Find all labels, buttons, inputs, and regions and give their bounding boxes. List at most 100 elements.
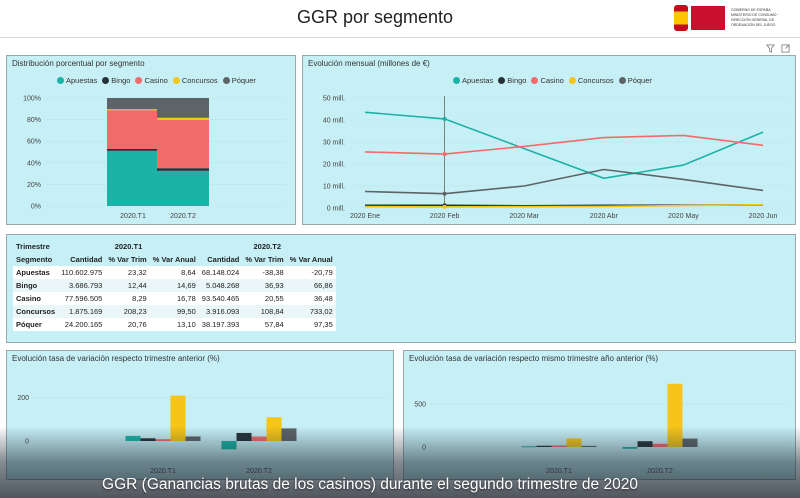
- x-tick-label: 2020 Abr: [590, 213, 619, 220]
- table-cell: 36,48: [313, 294, 333, 303]
- column-header[interactable]: % Var Trim: [245, 255, 284, 264]
- y-tick-label: 0%: [31, 204, 41, 211]
- bar-segment: [157, 168, 209, 171]
- legend-dot-icon: [57, 77, 64, 84]
- row-header: Bingo: [16, 281, 38, 290]
- legend-dot-icon: [172, 77, 180, 84]
- table-cell: 99,50: [177, 307, 196, 316]
- column-header[interactable]: % Var Anual: [152, 255, 196, 264]
- column-header[interactable]: % Var Trim: [108, 255, 147, 264]
- segment-table: Trimestre 2020.T1 2020.T2 Segmento Canti…: [13, 240, 336, 331]
- bar-segment: [157, 170, 209, 206]
- legend-item[interactable]: Casino: [531, 76, 564, 85]
- table-cell: 68.148.024: [201, 268, 240, 277]
- y-tick-label: 200: [17, 395, 29, 402]
- bar-segment: [107, 109, 159, 111]
- table-cell: 110.602.975: [61, 268, 103, 277]
- row-header: Apuestas: [16, 268, 50, 277]
- table-cell: 20,55: [264, 294, 284, 303]
- logo-red-box: [691, 6, 725, 30]
- legend-item[interactable]: Apuestas: [453, 76, 493, 85]
- table-cell: 97,35: [313, 320, 333, 329]
- y-tick-label: 0 mill.: [327, 206, 345, 213]
- table-cell: 8,64: [181, 268, 196, 277]
- column-header[interactable]: Cantidad: [70, 255, 103, 264]
- table-cell: 36,93: [264, 281, 284, 290]
- table-cell: 208,23: [123, 307, 147, 316]
- table-cell: 38.197.393: [201, 320, 240, 329]
- legend-dot-icon: [102, 77, 110, 84]
- segment-header: Segmento: [16, 255, 53, 264]
- legend-dot-icon: [135, 77, 143, 84]
- legend-item[interactable]: Concursos: [172, 76, 218, 85]
- panel-title: Evolución tasa de variación respecto tri…: [12, 354, 220, 363]
- table-cell: 3.686.793: [68, 281, 103, 290]
- legend-item[interactable]: Bingo: [498, 76, 526, 85]
- table-cell: 20,76: [127, 320, 147, 329]
- x-tick-label: 2020 Feb: [430, 213, 460, 220]
- legend-label: Concursos: [577, 76, 614, 85]
- y-tick-label: 100%: [23, 96, 41, 103]
- coat-of-arms-icon: [674, 5, 688, 31]
- table-cell: -38,38: [262, 268, 284, 277]
- video-caption: GGR (Ganancias brutas de los casinos) du…: [102, 476, 638, 493]
- legend-label: Bingo: [111, 76, 131, 85]
- visual-toolbar: [766, 44, 790, 56]
- x-tick-label: 2020.T1: [120, 213, 146, 220]
- table-cell: 57,84: [264, 320, 284, 329]
- legend-item[interactable]: Apuestas: [57, 76, 97, 85]
- stacked-bar-chart: 0% 20% 40% 60% 80% 100% 2020.T1 2020.T2: [23, 96, 287, 220]
- bar-segment: [157, 119, 209, 169]
- y-tick-label: 40%: [27, 160, 41, 167]
- series-line: [364, 203, 764, 208]
- hover-point: [442, 152, 447, 157]
- table-cell: 23,32: [127, 268, 147, 277]
- table-row[interactable]: Casino 77.596.505 8,29 16,78 93.540.465 20,55…: [13, 292, 336, 305]
- monthly-evolution-panel: Evolución mensual (millones de €) Apuest…: [302, 55, 796, 225]
- series-line: [364, 168, 764, 195]
- table-row[interactable]: Póquer 24.200.165 20,76 13,10 38.197.393 57,8…: [13, 318, 336, 331]
- table-cell: 14,69: [177, 281, 196, 290]
- period-header: 2020.T1: [114, 242, 143, 251]
- hover-point: [442, 116, 447, 121]
- bar-segment: [157, 98, 209, 118]
- legend-dot-icon: [568, 77, 576, 84]
- table-cell: 8,29: [132, 294, 147, 303]
- video-caption-overlay: [0, 426, 800, 498]
- legend-item[interactable]: Póquer: [618, 76, 652, 85]
- legend-item[interactable]: Póquer: [222, 76, 256, 85]
- y-tick-label: 10 mill.: [323, 184, 345, 191]
- legend-label: Casino: [540, 76, 564, 85]
- legend-label: Concursos: [181, 76, 218, 85]
- legend-item[interactable]: Casino: [135, 76, 168, 85]
- table-row[interactable]: Bingo 3.686.793 12,44 14,69 5.048.268 36,93 66…: [13, 279, 336, 292]
- legend-dot-icon: [531, 77, 539, 84]
- period-header: 2020.T2: [253, 242, 282, 251]
- column-header[interactable]: % Var Anual: [289, 255, 333, 264]
- chart-legend: Apuestas Bingo Casino Concursos Póquer: [453, 76, 652, 85]
- y-tick-label: 60%: [27, 139, 41, 146]
- series-line: [364, 111, 764, 180]
- bar-segment: [107, 98, 159, 110]
- table-cell: 16,78: [177, 294, 196, 303]
- table-row[interactable]: Concursos 1.875.169 208,23 99,50 3.916.093 10…: [13, 305, 336, 318]
- legend-label: Apuestas: [462, 76, 494, 85]
- filter-icon[interactable]: [766, 44, 775, 56]
- focus-mode-icon[interactable]: [781, 44, 790, 56]
- y-tick-label: 20 mill.: [323, 162, 345, 169]
- table-row[interactable]: Apuestas 110.602.975 23,32 8,64 68.148.024 -3…: [13, 266, 336, 279]
- row-header: Concursos: [16, 307, 56, 316]
- legend-dot-icon: [498, 77, 506, 84]
- column-header[interactable]: Cantidad: [207, 255, 240, 264]
- y-tick-label: 50 mill.: [323, 96, 345, 103]
- legend-item[interactable]: Bingo: [102, 76, 130, 85]
- page-title: GGR por segmento: [296, 7, 454, 27]
- hover-point: [442, 191, 447, 196]
- table-cell: 1.875.169: [68, 307, 103, 316]
- row-header: Casino: [16, 294, 42, 303]
- table-cell: 24.200.165: [64, 320, 103, 329]
- group-header: Trimestre: [16, 242, 50, 251]
- legend-dot-icon: [222, 77, 230, 84]
- x-tick-label: 2020.T2: [170, 213, 196, 220]
- legend-item[interactable]: Concursos: [568, 76, 614, 85]
